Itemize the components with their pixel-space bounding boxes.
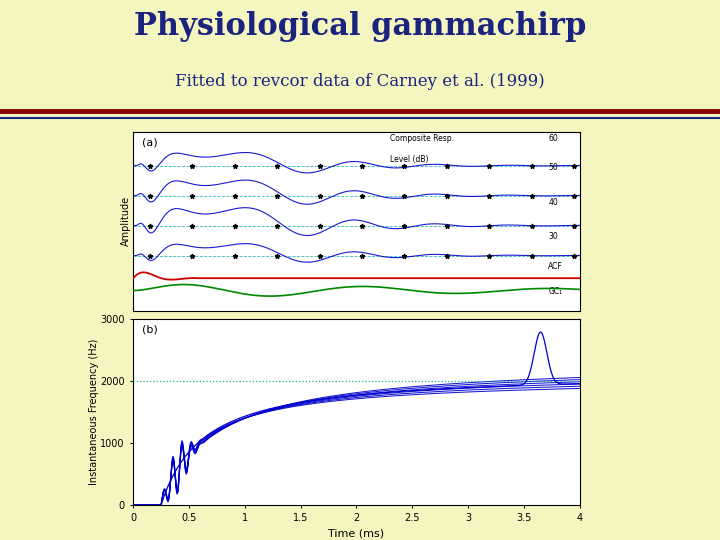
Text: Composite Resp.: Composite Resp.: [390, 134, 454, 143]
Y-axis label: Amplitude: Amplitude: [120, 197, 130, 246]
Text: 30: 30: [549, 232, 558, 241]
Text: 40: 40: [549, 198, 558, 207]
Y-axis label: Instantaneous Frequency (Hz): Instantaneous Frequency (Hz): [89, 339, 99, 485]
Text: GC₁: GC₁: [549, 287, 562, 296]
Text: 60: 60: [549, 134, 558, 143]
Text: (a): (a): [142, 138, 158, 147]
Text: (b): (b): [142, 324, 158, 334]
Text: 50: 50: [549, 164, 558, 172]
Text: Physiological gammachirp: Physiological gammachirp: [134, 11, 586, 43]
X-axis label: Time (ms): Time (ms): [328, 529, 384, 539]
Text: ACF: ACF: [549, 262, 563, 272]
Text: Fitted to revcor data of Carney et al. (1999): Fitted to revcor data of Carney et al. (…: [175, 72, 545, 90]
Text: Level (dB): Level (dB): [390, 156, 428, 165]
